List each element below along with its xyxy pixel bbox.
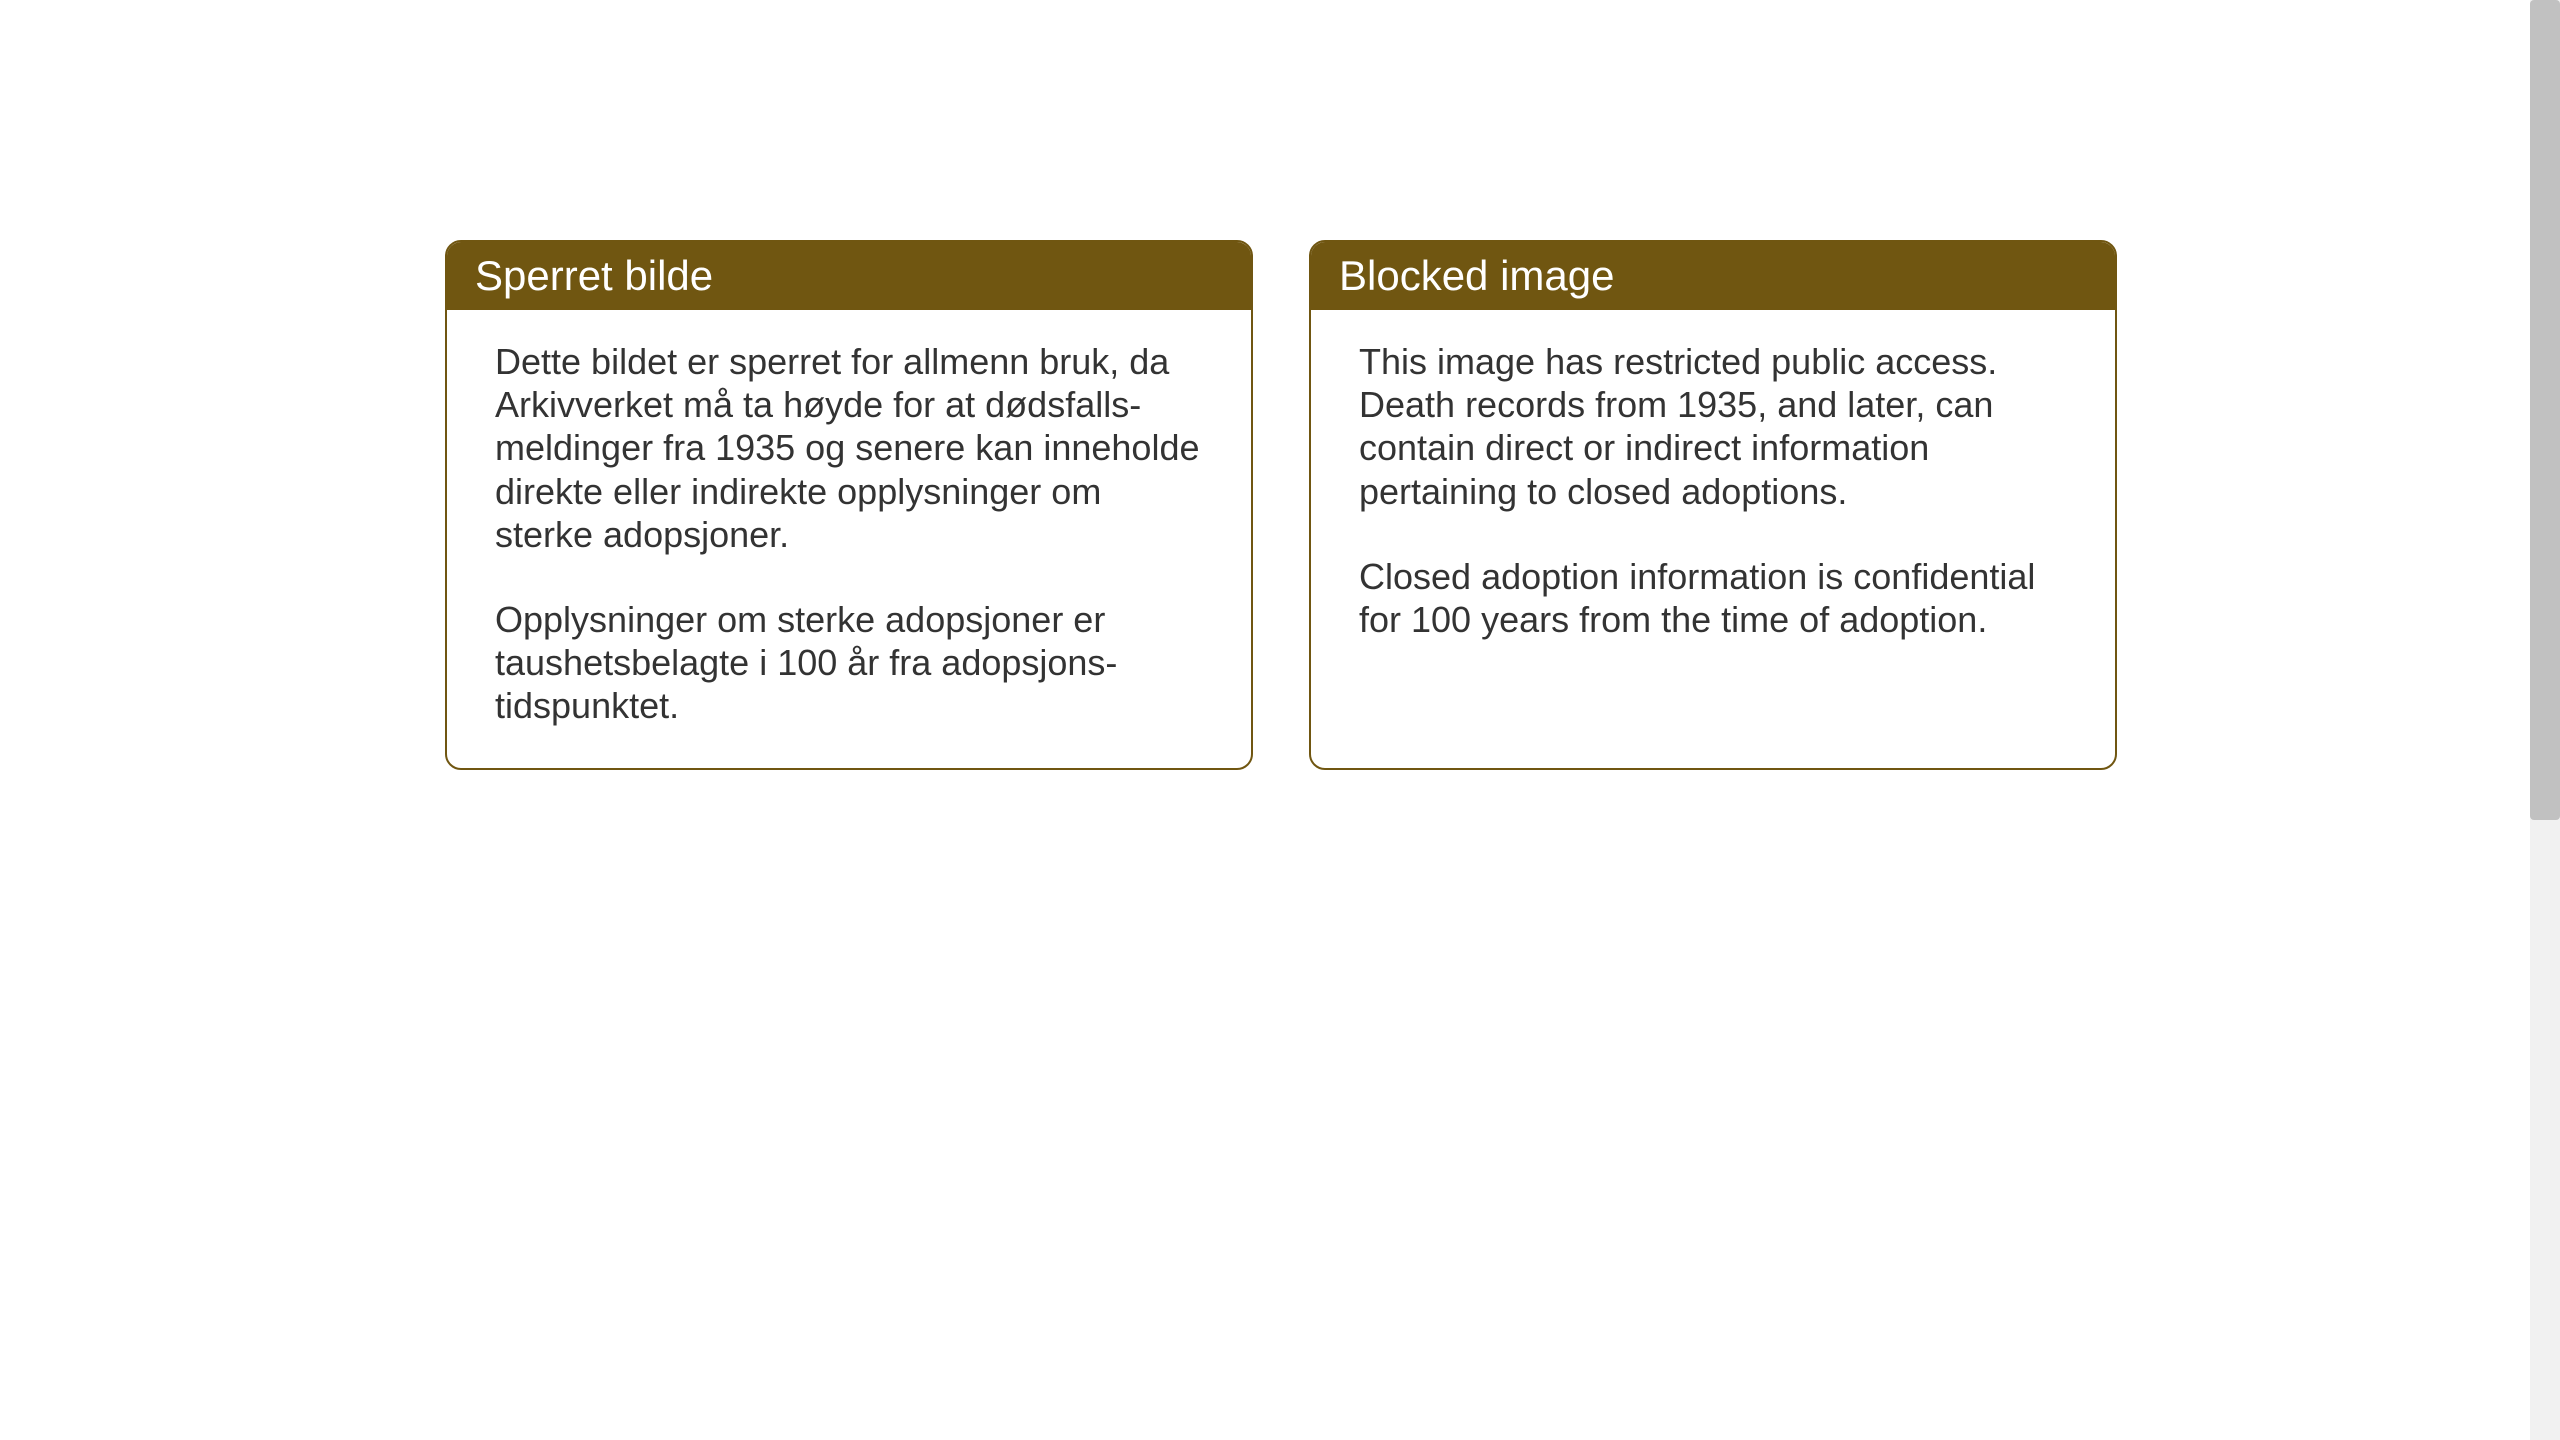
notice-card-english: Blocked image This image has restricted … [1309,240,2117,770]
notice-card-norwegian: Sperret bilde Dette bildet er sperret fo… [445,240,1253,770]
scrollbar-thumb[interactable] [2530,0,2560,820]
card-paragraph: Closed adoption information is confident… [1359,555,2067,641]
card-paragraph: Opplysninger om sterke adopsjoner er tau… [495,598,1203,728]
card-paragraph: Dette bildet er sperret for allmenn bruk… [495,340,1203,556]
card-title-norwegian: Sperret bilde [475,252,713,299]
card-body-english: This image has restricted public access.… [1311,310,2115,730]
card-header-norwegian: Sperret bilde [447,242,1251,310]
card-paragraph: This image has restricted public access.… [1359,340,2067,513]
card-body-norwegian: Dette bildet er sperret for allmenn bruk… [447,310,1251,768]
vertical-scrollbar[interactable] [2530,0,2560,1440]
notice-cards-container: Sperret bilde Dette bildet er sperret fo… [445,240,2117,770]
card-header-english: Blocked image [1311,242,2115,310]
card-title-english: Blocked image [1339,252,1614,299]
